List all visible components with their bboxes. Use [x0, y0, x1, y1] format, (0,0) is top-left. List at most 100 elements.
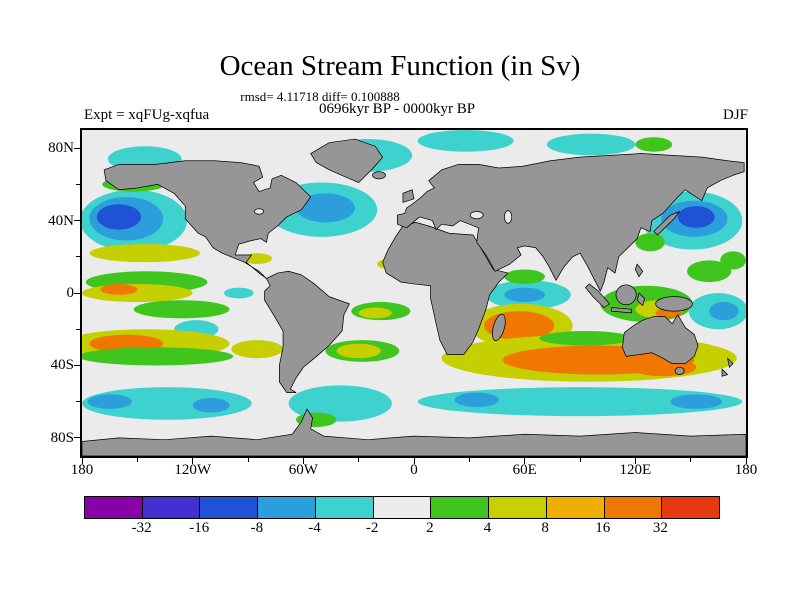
anomaly-region [417, 130, 514, 152]
axis-tick [192, 458, 194, 464]
colorbar-tick-label: -4 [308, 520, 321, 536]
colorbar-cell [430, 497, 489, 518]
anomaly-region [87, 394, 132, 409]
anomaly-region [546, 133, 636, 156]
lon-tick-label: 120E [619, 462, 652, 478]
axis-tick [413, 458, 415, 464]
island-greenland [310, 138, 384, 183]
anomaly-region [89, 244, 201, 263]
anomaly-region [635, 137, 673, 152]
anomaly-region [635, 233, 665, 252]
anomaly-region [336, 343, 381, 359]
continent-antarctica [82, 408, 746, 456]
anomaly-region [677, 206, 715, 228]
great-lakes [254, 208, 265, 215]
continent-africa [382, 222, 509, 355]
axis-tick [247, 458, 249, 462]
stats-line: rmsd= 4.11718 diff= 0.100888 [240, 89, 400, 104]
anomaly-region [539, 331, 632, 346]
anomaly-region [288, 385, 392, 422]
colorbar-tick-label: 32 [652, 520, 668, 536]
anomaly-region [417, 387, 743, 417]
axis-tick [358, 458, 360, 462]
anomaly-region [686, 260, 732, 283]
anomaly-region [670, 394, 723, 409]
anomaly-region [96, 204, 142, 230]
continent-eurasia [397, 153, 745, 292]
colorbar-cell [257, 497, 315, 518]
lat-tick-label: 80S [50, 429, 74, 446]
axis-tick [74, 220, 80, 222]
colorbar-tick-label: -32 [131, 520, 152, 536]
colorbar-cell [372, 497, 431, 518]
colorbar-tick-label: -16 [189, 520, 210, 536]
axis-tick [690, 458, 692, 462]
anomaly-region [82, 283, 193, 303]
island-new-zealand-south [721, 368, 728, 377]
anomaly-region [100, 283, 138, 295]
island-japan [653, 211, 680, 236]
anomaly-region [709, 302, 739, 321]
axis-tick [634, 458, 636, 464]
colorbar-tick-label: 4 [483, 520, 492, 536]
axis-tick [468, 458, 470, 462]
anomaly-region [454, 392, 499, 408]
island-madagascar [492, 313, 506, 341]
island-philippines [634, 263, 644, 278]
lat-tick-label: 80N [48, 140, 74, 157]
lat-tick-label: 40N [48, 212, 74, 229]
colorbar-cell [603, 497, 662, 518]
island-new-zealand-north [727, 357, 734, 368]
anomaly-region [224, 287, 254, 299]
colorbar-cell [661, 497, 720, 518]
continent-australia [622, 314, 699, 364]
island-borneo [615, 284, 637, 306]
axis-tick [74, 364, 80, 366]
axis-tick [74, 437, 80, 439]
continent-south-america [264, 270, 350, 393]
island-iceland [372, 171, 386, 180]
axis-tick [76, 328, 80, 330]
axis-tick [74, 292, 80, 294]
colorbar-tick-label: -8 [250, 520, 264, 536]
axis-tick [302, 458, 304, 464]
anomaly-region [504, 269, 545, 284]
colorbar-tick-label: 2 [426, 520, 434, 536]
island-java [610, 307, 633, 314]
colorbar-tick-label: 8 [541, 520, 549, 536]
black-sea [469, 211, 484, 220]
colorbar-cell [141, 497, 200, 518]
caspian-sea [504, 210, 513, 224]
colorbar-cell [314, 497, 373, 518]
lon-tick-label: 180 [70, 462, 94, 478]
colorbar-tick-label: 16 [595, 520, 611, 536]
season-label: DJF [722, 107, 748, 123]
period-line: 0696kyr BP - 0000kyr BP [318, 101, 476, 117]
island-uk [402, 189, 415, 203]
colorbar-cell [488, 497, 546, 518]
anomaly-region [720, 251, 746, 270]
axis-tick [81, 458, 83, 464]
lon-tick-label: 60E [512, 462, 537, 478]
axis-tick [76, 183, 80, 185]
lon-tick-label: 0 [410, 462, 418, 478]
axis-tick [76, 256, 80, 258]
anomaly-region [192, 398, 230, 413]
axis-tick [745, 458, 747, 464]
lon-tick-label: 180 [734, 462, 758, 478]
anomaly-region [133, 300, 230, 319]
colorbar [84, 496, 720, 519]
world-map [80, 128, 748, 458]
anomaly-region [295, 193, 355, 223]
axis-tick [76, 401, 80, 403]
map-svg [82, 130, 746, 456]
axis-tick [136, 458, 138, 462]
axis-tick [74, 147, 80, 149]
experiment-label: Expt = xqFUg-xqfua [84, 107, 210, 123]
colorbar-tick-label: -2 [365, 520, 379, 536]
colorbar-cell [545, 497, 604, 518]
lat-tick-label: 0 [66, 285, 75, 301]
colorbar-labels: -32 -16 -8 -4 -2 2 4 8 16 32 [84, 520, 718, 538]
island-sumatra [585, 283, 610, 308]
anomaly-region [504, 287, 545, 303]
